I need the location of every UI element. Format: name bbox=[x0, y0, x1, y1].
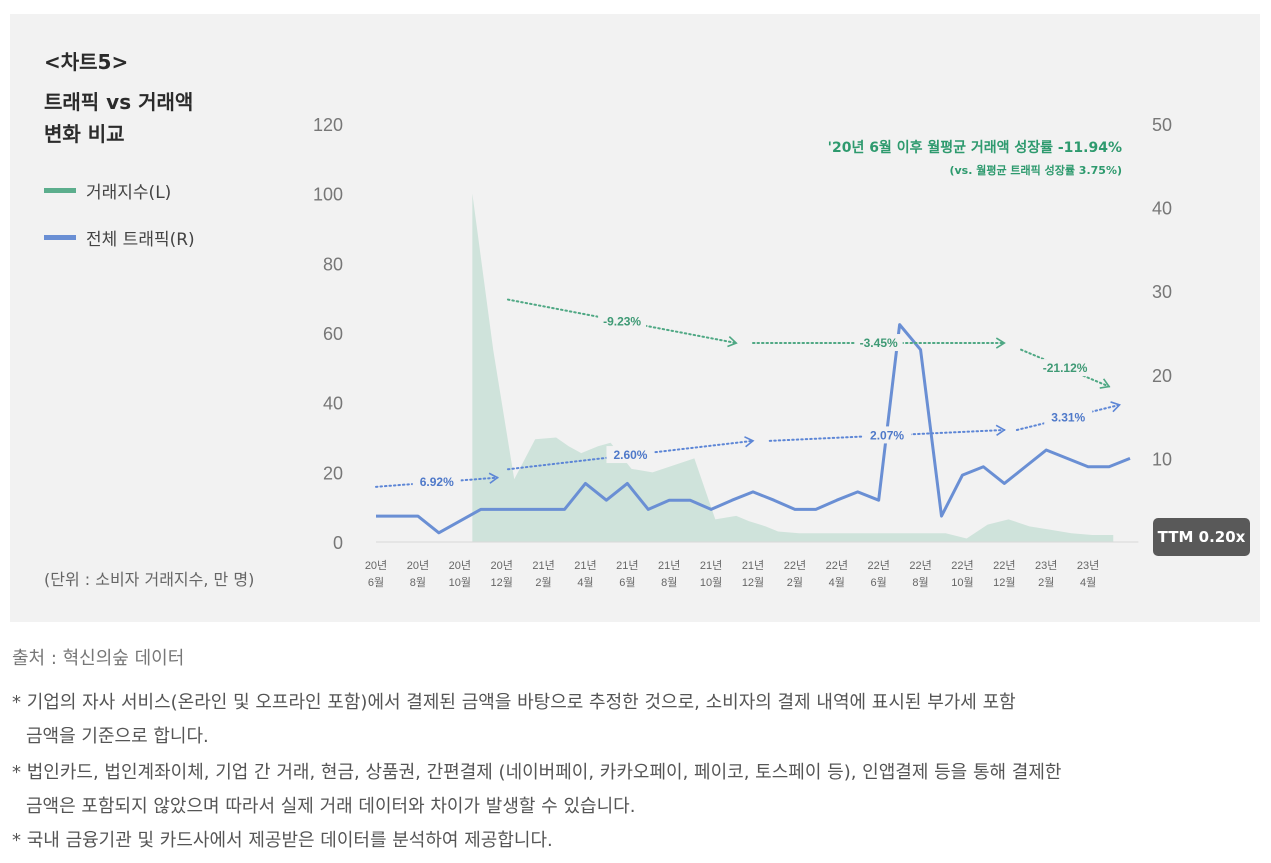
x-tick-month: 8월 bbox=[661, 576, 677, 589]
legend-swatch-transactions bbox=[44, 187, 76, 193]
y-right-tick-label: 20 bbox=[1152, 366, 1172, 386]
x-tick-month: 12월 bbox=[742, 576, 764, 589]
x-tick-year: 22년 bbox=[951, 559, 973, 572]
subline-traffic-growth: (vs. 월평균 트래픽 성장률 3.75%) bbox=[949, 164, 1122, 177]
y-right-tick-label: 50 bbox=[1152, 115, 1172, 135]
legend-label-transactions: 거래지수(L) bbox=[86, 182, 172, 203]
y-left-tick-label: 60 bbox=[323, 324, 343, 344]
x-tick-month: 8월 bbox=[912, 576, 928, 589]
y-right-tick-label: 10 bbox=[1152, 449, 1172, 469]
x-tick-month: 10월 bbox=[951, 576, 973, 589]
traffic-line bbox=[376, 323, 1131, 535]
note-2-cont: 금액은 포함되지 않았으며 따라서 실제 거래 데이터와 차이가 발생할 수 있… bbox=[26, 796, 636, 817]
x-tick-year: 22년 bbox=[784, 559, 806, 572]
x-tick-year: 22년 bbox=[867, 559, 889, 572]
y-left-tick-label: 100 bbox=[313, 185, 343, 205]
traffic-trend-label-bg bbox=[1044, 408, 1093, 426]
x-tick-year: 23년 bbox=[1077, 559, 1099, 572]
x-tick-month: 6월 bbox=[368, 576, 384, 589]
traffic-trend-label-bg bbox=[606, 446, 655, 464]
x-tick-month: 10월 bbox=[449, 576, 471, 589]
legend-label-traffic: 전체 트래픽(R) bbox=[86, 229, 195, 250]
traffic-trend-label: 6.92% bbox=[420, 475, 454, 489]
x-tick-year: 20년 bbox=[449, 559, 471, 572]
x-tick-year: 21년 bbox=[574, 559, 596, 572]
y-left-tick-label: 120 bbox=[313, 115, 343, 135]
note-2: * 법인카드, 법인계좌이체, 기업 간 거래, 현금, 상품권, 간편결제 (… bbox=[12, 762, 1062, 783]
y-left-tick-label: 80 bbox=[323, 254, 343, 274]
x-tick-month: 2월 bbox=[535, 576, 551, 589]
traffic-trend-label: 2.07% bbox=[870, 428, 904, 442]
transaction-trend-label: -3.45% bbox=[860, 336, 898, 350]
x-tick-year: 21년 bbox=[658, 559, 680, 572]
note-3: * 국내 금융기관 및 카드사에서 제공받은 데이터를 분석하여 제공합니다. bbox=[12, 830, 553, 851]
chart-number-title: <차트5> bbox=[44, 50, 129, 74]
x-tick-month: 2월 bbox=[787, 576, 803, 589]
y-right-tick-label: 40 bbox=[1152, 199, 1172, 219]
transaction-trend-label: -21.12% bbox=[1043, 361, 1088, 375]
x-tick-month: 6월 bbox=[619, 576, 635, 589]
x-tick-year: 21년 bbox=[742, 559, 764, 572]
x-tick-year: 22년 bbox=[826, 559, 848, 572]
x-tick-year: 21년 bbox=[616, 559, 638, 572]
ttm-badge: TTM 0.20x bbox=[1153, 518, 1250, 556]
traffic-trend-label: 2.60% bbox=[613, 448, 647, 462]
source-text: 출처 : 혁신의숲 데이터 bbox=[12, 648, 185, 669]
transaction-index-area bbox=[472, 193, 1114, 542]
headline-growth: '20년 6월 이후 월평균 거래액 성장률 -11.94% bbox=[827, 140, 1122, 156]
x-tick-year: 21년 bbox=[532, 559, 554, 572]
y-left-tick-label: 20 bbox=[323, 463, 343, 483]
transaction-trend-arrow bbox=[1020, 348, 1111, 389]
transaction-trend-label-bg bbox=[854, 334, 903, 352]
x-tick-year: 20년 bbox=[490, 559, 512, 572]
traffic-trend-label: 3.31% bbox=[1051, 410, 1085, 424]
legend-swatch-traffic bbox=[44, 234, 76, 240]
x-tick-month: 2월 bbox=[1038, 576, 1054, 589]
traffic-trend-label-bg bbox=[863, 426, 912, 444]
y-left-tick-label: 0 bbox=[333, 533, 343, 553]
x-tick-month: 12월 bbox=[993, 576, 1015, 589]
transaction-trend-label-bg bbox=[1041, 359, 1090, 377]
x-tick-year: 22년 bbox=[909, 559, 931, 572]
traffic-trend-arrow bbox=[1015, 401, 1121, 431]
traffic-trend-label-bg bbox=[412, 473, 461, 491]
transaction-trend-label: -9.23% bbox=[603, 314, 641, 328]
legend-item-traffic: 전체 트래픽(R) bbox=[44, 225, 195, 250]
x-tick-month: 4월 bbox=[829, 576, 845, 589]
note-1-cont: 금액을 기준으로 합니다. bbox=[26, 726, 209, 747]
x-tick-year: 22년 bbox=[993, 559, 1015, 572]
x-tick-month: 12월 bbox=[490, 576, 512, 589]
x-tick-year: 23년 bbox=[1035, 559, 1057, 572]
x-tick-month: 4월 bbox=[1080, 576, 1096, 589]
x-tick-year: 20년 bbox=[407, 559, 429, 572]
x-tick-month: 6월 bbox=[871, 576, 887, 589]
x-tick-year: 21년 bbox=[700, 559, 722, 572]
x-tick-year: 20년 bbox=[365, 559, 387, 572]
chart-title-line1: 트래픽 vs 거래액 bbox=[44, 90, 194, 114]
x-tick-month: 4월 bbox=[577, 576, 593, 589]
transaction-trend-label-bg bbox=[598, 312, 647, 330]
y-right-tick-label: 30 bbox=[1152, 282, 1172, 302]
unit-note: (단위 : 소비자 거래지수, 만 명) bbox=[44, 570, 255, 589]
chart-title-line2: 변화 비교 bbox=[44, 122, 125, 146]
y-left-tick-label: 40 bbox=[323, 394, 343, 414]
x-tick-month: 8월 bbox=[410, 576, 426, 589]
note-1: * 기업의 자사 서비스(온라인 및 오프라인 포함)에서 결제된 금액을 바탕… bbox=[12, 692, 1016, 713]
x-tick-month: 10월 bbox=[700, 576, 722, 589]
legend-item-transactions: 거래지수(L) bbox=[44, 178, 172, 203]
